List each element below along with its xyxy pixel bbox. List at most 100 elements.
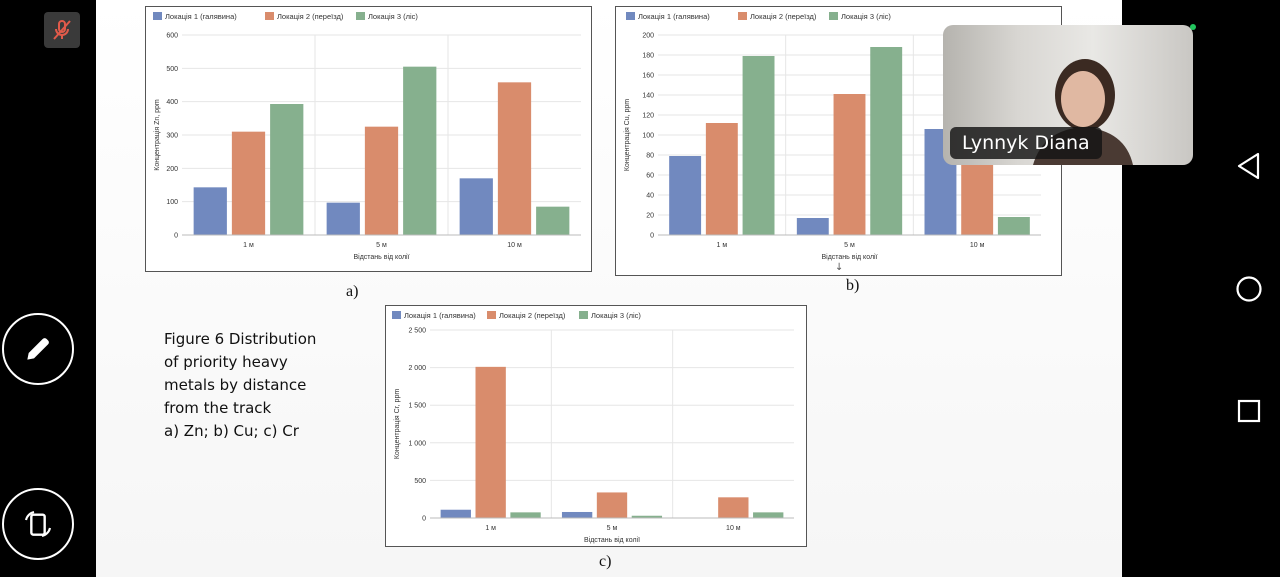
y-tick-label: 1 500 — [408, 403, 426, 410]
home-circle-icon[interactable] — [1235, 275, 1263, 303]
y-tick-label: 400 — [166, 99, 178, 106]
bar — [326, 202, 360, 235]
y-axis-label: Концентрація Cu, ppm — [623, 99, 631, 171]
bar — [669, 156, 702, 235]
annotate-button[interactable] — [2, 313, 74, 385]
y-axis-label: Концентрація Zn, ppm — [153, 99, 161, 171]
legend-swatch — [579, 311, 588, 319]
figure-description: Figure 6 Distribution of priority heavy … — [164, 328, 364, 443]
y-tick-label: 100 — [642, 133, 654, 140]
legend-swatch — [487, 311, 496, 319]
legend-swatch — [829, 12, 838, 20]
mic-toggle-button[interactable] — [44, 12, 80, 48]
rotate-screen-button[interactable] — [2, 488, 74, 560]
legend-swatch — [738, 12, 747, 20]
bar — [475, 366, 506, 518]
y-tick-label: 300 — [166, 133, 178, 140]
x-tick-label: 5 м — [607, 525, 618, 532]
bar — [193, 187, 227, 235]
y-tick-label: 0 — [422, 516, 426, 523]
legend-label: Локація 3 (ліс) — [591, 311, 641, 320]
rotate-screen-icon — [24, 510, 52, 538]
x-tick-label: 1 м — [485, 525, 496, 532]
bar — [536, 206, 570, 235]
bar — [997, 217, 1030, 235]
legend-label: Локація 1 (галявина) — [165, 12, 237, 21]
figure-line: a) Zn; b) Cu; c) Cr — [164, 422, 299, 440]
bar — [364, 126, 399, 235]
bar — [510, 512, 541, 518]
caption-b: b) — [846, 277, 860, 294]
legend-swatch — [392, 311, 401, 319]
scroll-down-indicator[interactable]: ↓ — [835, 262, 844, 273]
y-tick-label: 2 000 — [408, 365, 426, 372]
status-dot — [1190, 24, 1196, 30]
mic-muted-icon — [53, 20, 71, 40]
legend-label: Локація 3 (ліс) — [841, 12, 891, 21]
figure-line: Figure 6 Distribution — [164, 330, 317, 348]
caption-c: c) — [599, 553, 612, 570]
y-tick-label: 1 000 — [408, 440, 426, 447]
y-tick-label: 600 — [166, 33, 178, 40]
bar — [753, 512, 784, 518]
back-triangle-icon[interactable] — [1236, 152, 1262, 180]
pencil-icon — [27, 338, 49, 360]
chart-svg: Локація 1 (галявина) Локація 2 (переїзд) Л… — [153, 12, 581, 261]
bar — [270, 104, 304, 235]
y-tick-label: 0 — [650, 233, 654, 240]
bar — [403, 66, 437, 235]
bar — [459, 178, 493, 235]
y-tick-label: 200 — [642, 33, 654, 40]
bar — [231, 131, 266, 235]
y-tick-label: 120 — [642, 113, 654, 120]
y-tick-label: 60 — [646, 173, 654, 180]
y-tick-label: 80 — [646, 153, 654, 160]
legend-label: Локація 1 (галявина) — [404, 311, 476, 320]
bar — [596, 492, 628, 518]
x-tick-label: 1 м — [243, 242, 254, 249]
y-tick-label: 0 — [174, 233, 178, 240]
y-tick-label: 500 — [414, 478, 426, 485]
legend-label: Локація 3 (ліс) — [368, 12, 418, 21]
bar — [833, 94, 866, 235]
figure-line: of priority heavy — [164, 353, 288, 371]
x-axis-label: Відстань від колії — [353, 253, 409, 261]
bar — [742, 56, 775, 235]
figure-line: metals by distance — [164, 376, 307, 394]
chart-zn: Локація 1 (галявина) Локація 2 (переїзд) Л… — [145, 6, 592, 272]
y-tick-label: 40 — [646, 193, 654, 200]
y-axis-label: Концентрація Cr, ppm — [393, 389, 401, 459]
y-tick-label: 100 — [166, 199, 178, 206]
x-tick-label: 10 м — [726, 525, 741, 532]
x-tick-label: 5 м — [376, 242, 387, 249]
y-tick-label: 500 — [166, 66, 178, 73]
legend-label: Локація 2 (переїзд) — [750, 12, 817, 21]
chart-cr: Локація 1 (галявина) Локація 2 (переїзд) Л… — [385, 305, 807, 547]
x-tick-label: 10 м — [970, 242, 985, 249]
caption-a: a) — [346, 283, 359, 300]
x-tick-label: 1 м — [717, 242, 728, 249]
y-tick-label: 140 — [642, 93, 654, 100]
recent-square-icon[interactable] — [1237, 399, 1261, 423]
x-tick-label: 10 м — [507, 242, 522, 249]
bar — [718, 497, 749, 518]
x-tick-label: 5 м — [844, 242, 855, 249]
y-tick-label: 20 — [646, 213, 654, 220]
y-tick-label: 180 — [642, 53, 654, 60]
chart-svg: Локація 1 (галявина) Локація 2 (переїзд) Л… — [623, 12, 1041, 261]
bar — [440, 509, 471, 518]
y-tick-label: 200 — [166, 166, 178, 173]
legend-swatch — [265, 12, 274, 20]
participant-name-tag: Lynnyk Diana — [950, 127, 1102, 159]
bar — [561, 511, 593, 518]
legend-label: Локація 1 (галявина) — [638, 12, 710, 21]
bar — [497, 82, 532, 235]
legend-swatch — [356, 12, 365, 20]
x-axis-label: Відстань від колії — [821, 253, 877, 261]
bar — [870, 47, 903, 235]
y-tick-label: 2 500 — [408, 328, 426, 335]
bar — [796, 218, 829, 235]
bar — [631, 515, 663, 518]
bar — [705, 123, 738, 235]
figure-line: from the track — [164, 399, 272, 417]
